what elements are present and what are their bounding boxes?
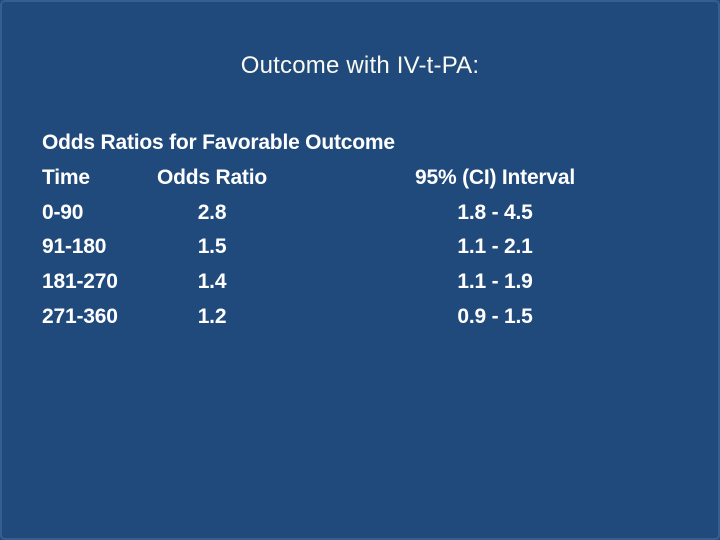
column-header-ci-interval: 95% (CI) Interval xyxy=(415,165,575,189)
table-header-row: Time Odds Ratio 95% (CI) Interval xyxy=(42,161,704,196)
table-caption: Odds Ratios for Favorable Outcome xyxy=(42,131,395,154)
table-row: 91-180 1.5 1.1 - 2.1 xyxy=(42,230,704,265)
odds-ratio-table: Odds Ratios for Favorable Outcome Time O… xyxy=(42,126,704,335)
cell-odds-ratio: 1.4 xyxy=(197,270,227,294)
cell-ci-interval: 1.8 - 4.5 xyxy=(457,200,533,224)
cell-odds-ratio: 2.8 xyxy=(197,200,227,224)
cell-ci-interval: 1.1 - 2.1 xyxy=(457,235,533,259)
cell-odds-ratio: 1.2 xyxy=(197,304,227,328)
cell-ci-interval: 0.9 - 1.5 xyxy=(457,304,533,328)
table-caption-row: Odds Ratios for Favorable Outcome xyxy=(42,126,704,161)
column-header-odds-ratio: Odds Ratio xyxy=(156,165,267,189)
table-row: 0-90 2.8 1.8 - 4.5 xyxy=(42,196,704,231)
table-row: 271-360 1.2 0.9 - 1.5 xyxy=(42,300,704,335)
cell-odds-ratio: 1.5 xyxy=(197,235,227,259)
table-row: 181-270 1.4 1.1 - 1.9 xyxy=(42,265,704,300)
cell-time: 91-180 xyxy=(42,235,107,259)
cell-time: 271-360 xyxy=(42,304,118,328)
cell-time: 0-90 xyxy=(42,200,84,224)
cell-ci-interval: 1.1 - 1.9 xyxy=(457,270,533,294)
cell-time: 181-270 xyxy=(42,270,118,294)
page-title: Outcome with IV-t-PA: xyxy=(240,52,480,79)
column-header-time: Time xyxy=(42,165,90,189)
